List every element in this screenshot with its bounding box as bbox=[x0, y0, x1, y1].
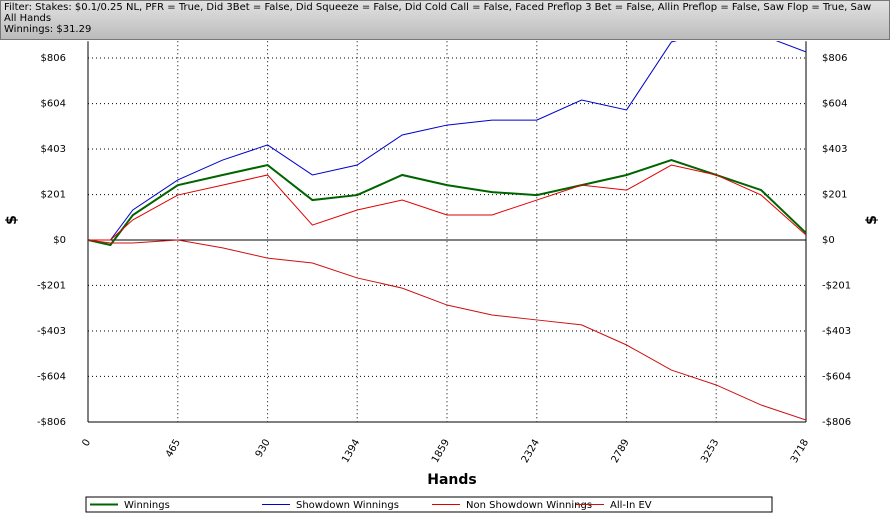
y-tick-label: -$201 bbox=[37, 280, 66, 291]
y2-tick-label: $403 bbox=[822, 144, 847, 155]
y-axis-title: $ bbox=[4, 215, 20, 225]
x-tick-label: 0 bbox=[80, 438, 93, 449]
x-tick-label: 1394 bbox=[340, 438, 362, 466]
y2-tick-label: -$403 bbox=[822, 326, 851, 337]
y2-axis-title: $ bbox=[864, 215, 880, 225]
y2-tick-label: -$604 bbox=[822, 371, 851, 382]
y-tick-label: $201 bbox=[41, 190, 66, 201]
y2-tick-label: -$806 bbox=[822, 417, 851, 428]
y-tick-label: $604 bbox=[41, 99, 66, 110]
x-tick-label: 3253 bbox=[699, 438, 721, 466]
y2-tick-label: -$201 bbox=[822, 280, 851, 291]
y-tick-label: -$806 bbox=[37, 417, 66, 428]
x-tick-label: 2789 bbox=[610, 438, 632, 466]
y-tick-label: $403 bbox=[41, 144, 66, 155]
y2-tick-label: $604 bbox=[822, 99, 847, 110]
series-line bbox=[88, 159, 806, 247]
x-tick-label: 3718 bbox=[789, 438, 811, 466]
subset-text: All Hands bbox=[4, 13, 52, 24]
y-tick-label: $0 bbox=[53, 235, 66, 246]
x-tick-label: 930 bbox=[254, 438, 273, 460]
filter-header: Filter: Stakes: $0.1/0.25 NL, PFR = True… bbox=[0, 0, 890, 40]
x-tick-label: 2324 bbox=[520, 438, 542, 466]
legend-label: Showdown Winnings bbox=[296, 500, 399, 511]
winnings-text: Winnings: $31.29 bbox=[4, 24, 92, 35]
y-tick-label: -$403 bbox=[37, 326, 66, 337]
x-axis-title: Hands bbox=[427, 472, 477, 488]
series-line bbox=[88, 41, 806, 241]
legend-box bbox=[85, 496, 773, 513]
legend-label: Winnings bbox=[124, 500, 170, 511]
x-tick-label: 465 bbox=[164, 438, 183, 460]
series-line bbox=[88, 164, 806, 241]
y2-tick-label: $806 bbox=[822, 53, 847, 64]
x-tick-label: 1859 bbox=[430, 438, 452, 466]
legend-label: Non Showdown Winnings bbox=[466, 500, 592, 511]
legend-label: All-In EV bbox=[610, 500, 652, 511]
plot-area bbox=[88, 41, 806, 421]
y2-tick-label: $0 bbox=[822, 235, 835, 246]
y-tick-label: $806 bbox=[41, 53, 66, 64]
y-tick-label: -$604 bbox=[37, 371, 66, 382]
y2-tick-label: $201 bbox=[822, 190, 847, 201]
filter-text: Filter: Stakes: $0.1/0.25 NL, PFR = True… bbox=[4, 2, 872, 13]
series-line bbox=[88, 239, 806, 421]
